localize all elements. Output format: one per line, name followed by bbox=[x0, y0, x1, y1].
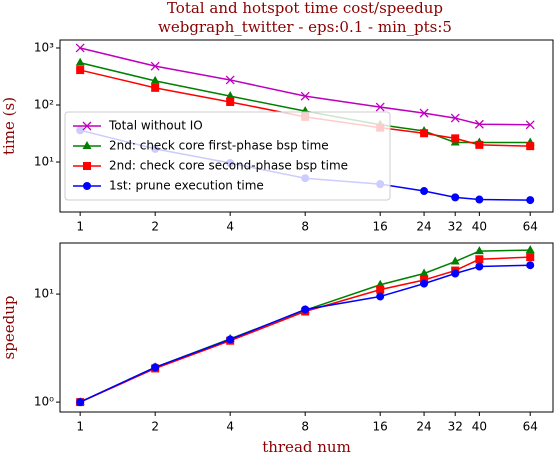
x-tick-label: 4 bbox=[226, 420, 234, 434]
marker bbox=[451, 134, 460, 143]
x-tick-label: 40 bbox=[472, 420, 487, 434]
marker bbox=[225, 91, 235, 100]
x-tick-label: 64 bbox=[523, 420, 538, 434]
x-tick-label: 2 bbox=[151, 220, 159, 234]
marker bbox=[451, 193, 460, 202]
marker bbox=[376, 285, 385, 294]
marker bbox=[419, 108, 429, 118]
legend: Total without IO 2nd: check core first-ph… bbox=[64, 111, 391, 201]
marker bbox=[151, 363, 160, 372]
x-tick-label: 8 bbox=[301, 220, 309, 234]
marker bbox=[301, 305, 310, 314]
x-tick-label: 24 bbox=[416, 220, 431, 234]
plot-area bbox=[59, 242, 554, 413]
x-tick-label: 64 bbox=[523, 220, 538, 234]
marker bbox=[376, 292, 385, 301]
marker bbox=[474, 119, 484, 129]
marker bbox=[82, 141, 92, 149]
marker bbox=[375, 102, 385, 112]
marker bbox=[83, 182, 91, 190]
marker bbox=[475, 255, 484, 264]
x-tick-label: 4 bbox=[226, 220, 234, 234]
marker bbox=[76, 398, 85, 407]
y-tick-label: 10² bbox=[34, 98, 54, 112]
marker bbox=[451, 269, 460, 278]
x-tick-label: 16 bbox=[373, 420, 388, 434]
y-tick-label: 10⁰ bbox=[34, 395, 54, 409]
series-line bbox=[79, 256, 531, 403]
legend-label: Total without IO bbox=[108, 119, 203, 133]
legend-label: 2nd: check core first-phase bsp time bbox=[109, 139, 329, 153]
y-tick-label: 10¹ bbox=[34, 287, 54, 301]
chart-subtitle: webgraph_twitter - eps:0.1 - min_pts:5 bbox=[158, 18, 452, 36]
x-tick-label: 24 bbox=[416, 420, 431, 434]
marker bbox=[225, 75, 235, 85]
marker bbox=[76, 66, 85, 75]
y-tick-label: 10¹ bbox=[34, 155, 54, 169]
marker bbox=[226, 335, 235, 344]
plot-area bbox=[59, 39, 554, 213]
marker bbox=[226, 97, 235, 106]
marker bbox=[475, 140, 484, 149]
y-axis-label: speedup bbox=[0, 296, 18, 360]
x-tick-label: 32 bbox=[448, 420, 463, 434]
series-line bbox=[79, 264, 531, 403]
x-tick-label: 2 bbox=[151, 420, 159, 434]
marker bbox=[150, 75, 160, 84]
chart-title: Total and hotspot time cost/speedup bbox=[167, 0, 443, 17]
marker bbox=[526, 253, 535, 262]
marker bbox=[474, 246, 484, 255]
marker bbox=[526, 196, 535, 205]
y-axis-label: time (s) bbox=[0, 97, 18, 155]
x-tick-label: 1 bbox=[76, 420, 84, 434]
x-tick-label: 1 bbox=[76, 220, 84, 234]
marker bbox=[300, 91, 310, 101]
marker bbox=[420, 279, 429, 288]
marker bbox=[450, 256, 460, 265]
x-tick-label: 32 bbox=[448, 220, 463, 234]
legend-label: 2nd: check core second-phase bsp time bbox=[109, 159, 348, 173]
legend-label: 1st: prune execution time bbox=[109, 179, 264, 193]
legend-box bbox=[64, 111, 391, 201]
marker bbox=[75, 57, 85, 66]
marker bbox=[475, 262, 484, 271]
marker bbox=[526, 261, 535, 270]
series-line bbox=[79, 249, 531, 403]
x-tick-label: 8 bbox=[301, 420, 309, 434]
marker bbox=[450, 113, 460, 123]
x-axis-label: thread num bbox=[262, 438, 351, 456]
marker bbox=[150, 61, 160, 71]
marker bbox=[475, 195, 484, 204]
marker bbox=[83, 162, 91, 170]
marker bbox=[420, 187, 429, 196]
marker bbox=[419, 268, 429, 277]
marker bbox=[526, 142, 535, 151]
y-tick-label: 10³ bbox=[34, 40, 54, 54]
marker bbox=[75, 43, 85, 53]
marker bbox=[420, 129, 429, 138]
marker bbox=[525, 120, 535, 130]
marker bbox=[82, 121, 92, 131]
x-tick-label: 40 bbox=[472, 220, 487, 234]
marker bbox=[151, 83, 160, 92]
marker bbox=[525, 245, 535, 254]
x-tick-label: 16 bbox=[373, 220, 388, 234]
